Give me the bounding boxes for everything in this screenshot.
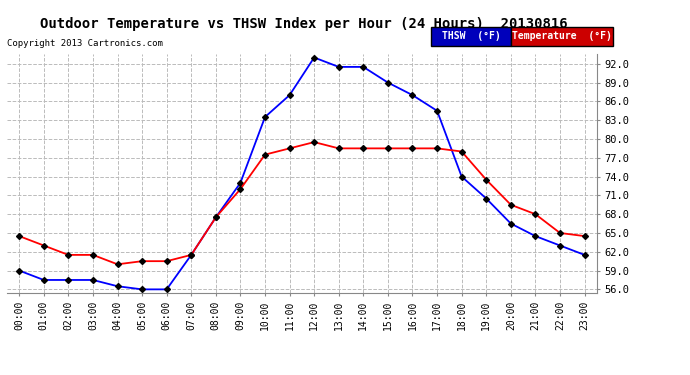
Text: Copyright 2013 Cartronics.com: Copyright 2013 Cartronics.com xyxy=(7,39,163,48)
Text: THSW  (°F): THSW (°F) xyxy=(442,32,500,41)
Text: Outdoor Temperature vs THSW Index per Hour (24 Hours)  20130816: Outdoor Temperature vs THSW Index per Ho… xyxy=(40,17,567,31)
Text: Temperature  (°F): Temperature (°F) xyxy=(512,32,611,41)
